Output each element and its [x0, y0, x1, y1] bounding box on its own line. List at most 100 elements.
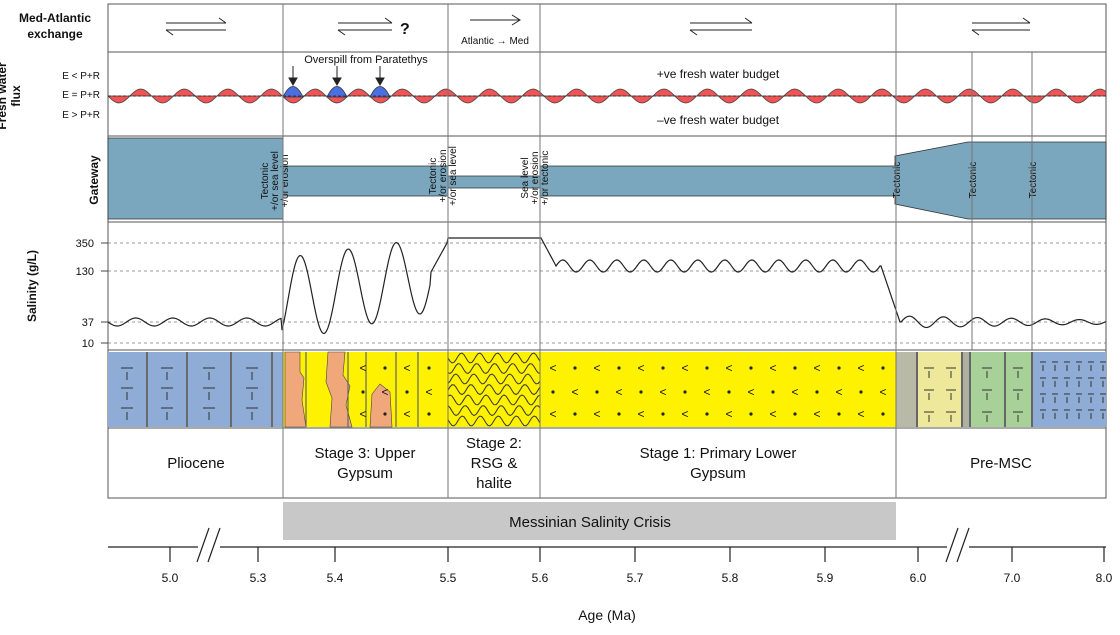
- crisis-label: Messinian Salinity Crisis: [509, 514, 671, 531]
- flux-level-low: E > P+R: [62, 110, 100, 121]
- stage3-line1: Stage 3: Upper: [315, 445, 416, 462]
- axis-tick-label: 5.7: [627, 571, 644, 585]
- salmon-interbed-1: [284, 351, 307, 428]
- flux-wave: [108, 88, 1106, 104]
- gateway-stage2-tectonic: Tectonic: [428, 158, 439, 195]
- exchange-label-line2: exchange: [27, 27, 83, 41]
- axis-title: Age (Ma): [578, 607, 636, 623]
- svg-text:<: <: [381, 385, 388, 399]
- svg-text:<: <: [857, 407, 864, 421]
- atlantic-to-med-label: Atlantic → Med: [461, 36, 529, 47]
- salinity-tick-130: 130: [76, 266, 94, 278]
- lithology-column: <<<<<<<< <<<<<<<<<<<<<<<<<<<<<<<<: [108, 351, 1106, 428]
- flux-level-high: E < P+R: [62, 71, 100, 82]
- salmon-interbed-3: [369, 383, 393, 428]
- stage-boundaries: [282, 4, 1033, 498]
- gateway-stage2-erosion: +/or erosion: [438, 149, 449, 202]
- axis-tick-label: 5.4: [327, 571, 344, 585]
- salinity-ticks: 350 130 37 10: [76, 238, 94, 350]
- gateway-stage1-tectonic: +/or tectonic: [540, 151, 551, 206]
- crisis-band: [283, 502, 896, 540]
- axis-tick-label: 5.5: [440, 571, 457, 585]
- frame: [107, 3, 1107, 499]
- gateway-shape: [107, 137, 1107, 220]
- stage-pliocene: Pliocene: [167, 455, 225, 472]
- stage1-line1: Stage 1: Primary Lower: [640, 445, 797, 462]
- exchange-arrows: [165, 14, 1031, 36]
- gateway-premsc-tectonic-1: Tectonic: [892, 162, 903, 199]
- stage1-line2: Gypsum: [690, 465, 746, 482]
- exchange-label-line1: Med-Atlantic: [19, 11, 91, 25]
- svg-text:<: <: [593, 407, 600, 421]
- overspill-arrows: [288, 66, 385, 87]
- exchange-question-mark: ?: [400, 21, 410, 38]
- gateway-stage1-sealevel: Sea level: [520, 157, 531, 198]
- svg-text:<: <: [593, 361, 600, 375]
- axis-tick-label: 8.0: [1096, 571, 1113, 585]
- gateway-premsc-tectonic-3: Tectonic: [1028, 162, 1039, 199]
- svg-text:<: <: [769, 361, 776, 375]
- row-labels: Med-Atlantic exchange Fresh water flux E…: [0, 11, 101, 322]
- salinity-label: Salinity (g/L): [25, 250, 39, 322]
- gateway-stage2-sealevel: +/or sea level: [448, 146, 459, 206]
- svg-text:<: <: [681, 407, 688, 421]
- gateway-labels: Tectonic +/or sea level +/or erosion Tec…: [260, 146, 1039, 211]
- svg-text:<: <: [637, 361, 644, 375]
- axis-tick-label: 5.0: [162, 571, 179, 585]
- gateway-stage3-tectonic: Tectonic: [260, 163, 271, 200]
- svg-text:<: <: [549, 361, 556, 375]
- axis-tick-label: 6.0: [910, 571, 927, 585]
- svg-text:<: <: [359, 407, 366, 421]
- svg-text:<: <: [835, 385, 842, 399]
- negative-budget-label: –ve fresh water budget: [657, 113, 780, 127]
- stage2-line3: halite: [476, 475, 512, 492]
- svg-text:<: <: [813, 407, 820, 421]
- salinity-tick-37: 37: [82, 317, 94, 329]
- axis-breaks: [196, 527, 970, 563]
- overspill-bump-3: [369, 86, 391, 98]
- salinity-curve: [108, 237, 1106, 335]
- svg-text:<: <: [659, 385, 666, 399]
- svg-text:<: <: [615, 385, 622, 399]
- flux-panel: [108, 86, 1106, 104]
- svg-text:<: <: [725, 407, 732, 421]
- overspill-bump-2: [326, 86, 348, 98]
- svg-text:<: <: [747, 385, 754, 399]
- svg-text:<: <: [791, 385, 798, 399]
- svg-text:<: <: [637, 407, 644, 421]
- flux-label-line2: flux: [9, 85, 23, 107]
- salinity-gridlines: [108, 242, 1106, 344]
- stage2-line1: Stage 2:: [466, 435, 522, 452]
- svg-text:<: <: [769, 407, 776, 421]
- gateway-premsc-tectonic-2: Tectonic: [968, 162, 979, 199]
- svg-text:<: <: [359, 361, 366, 375]
- flux-label-line1: Fresh water: [0, 62, 9, 130]
- axis-tick-label: 5.6: [532, 571, 549, 585]
- gateway-label: Gateway: [87, 155, 101, 205]
- axis-tick-label: 5.3: [250, 571, 267, 585]
- one-way-exchange-arrow-stage2: [470, 14, 521, 26]
- overspill-label: Overspill from Paratethys: [304, 54, 428, 66]
- gateway-stage1-erosion: +/or erosion: [530, 151, 541, 204]
- axis-tick-label: 5.9: [817, 571, 834, 585]
- svg-text:<: <: [571, 385, 578, 399]
- salmon-interbed-2: [325, 351, 353, 428]
- svg-text:<: <: [549, 407, 556, 421]
- svg-text:<: <: [403, 407, 410, 421]
- gateway-stage3-erosion: +/or erosion: [280, 154, 291, 207]
- axis-tick-label: 7.0: [1004, 571, 1021, 585]
- stage-premsc: Pre-MSC: [970, 455, 1032, 472]
- two-way-exchange-arrow-stage1: [689, 17, 753, 36]
- salinity-tick-marks: [101, 242, 108, 344]
- stage2-line2: RSG &: [471, 455, 518, 472]
- svg-text:<: <: [703, 385, 710, 399]
- gateway-stage3-sealevel: +/or sea level: [270, 151, 281, 211]
- svg-text:<: <: [725, 361, 732, 375]
- svg-text:<: <: [879, 385, 886, 399]
- two-way-exchange-arrow-pliocene: [165, 17, 227, 36]
- flux-level-equal: E = P+R: [62, 90, 100, 101]
- axis-ticks: [169, 547, 1105, 562]
- stage-labels: Pliocene Stage 3: Upper Gypsum Stage 2: …: [167, 435, 1032, 492]
- overspill-bump-1: [282, 86, 304, 98]
- stage3-line2: Gypsum: [337, 465, 393, 482]
